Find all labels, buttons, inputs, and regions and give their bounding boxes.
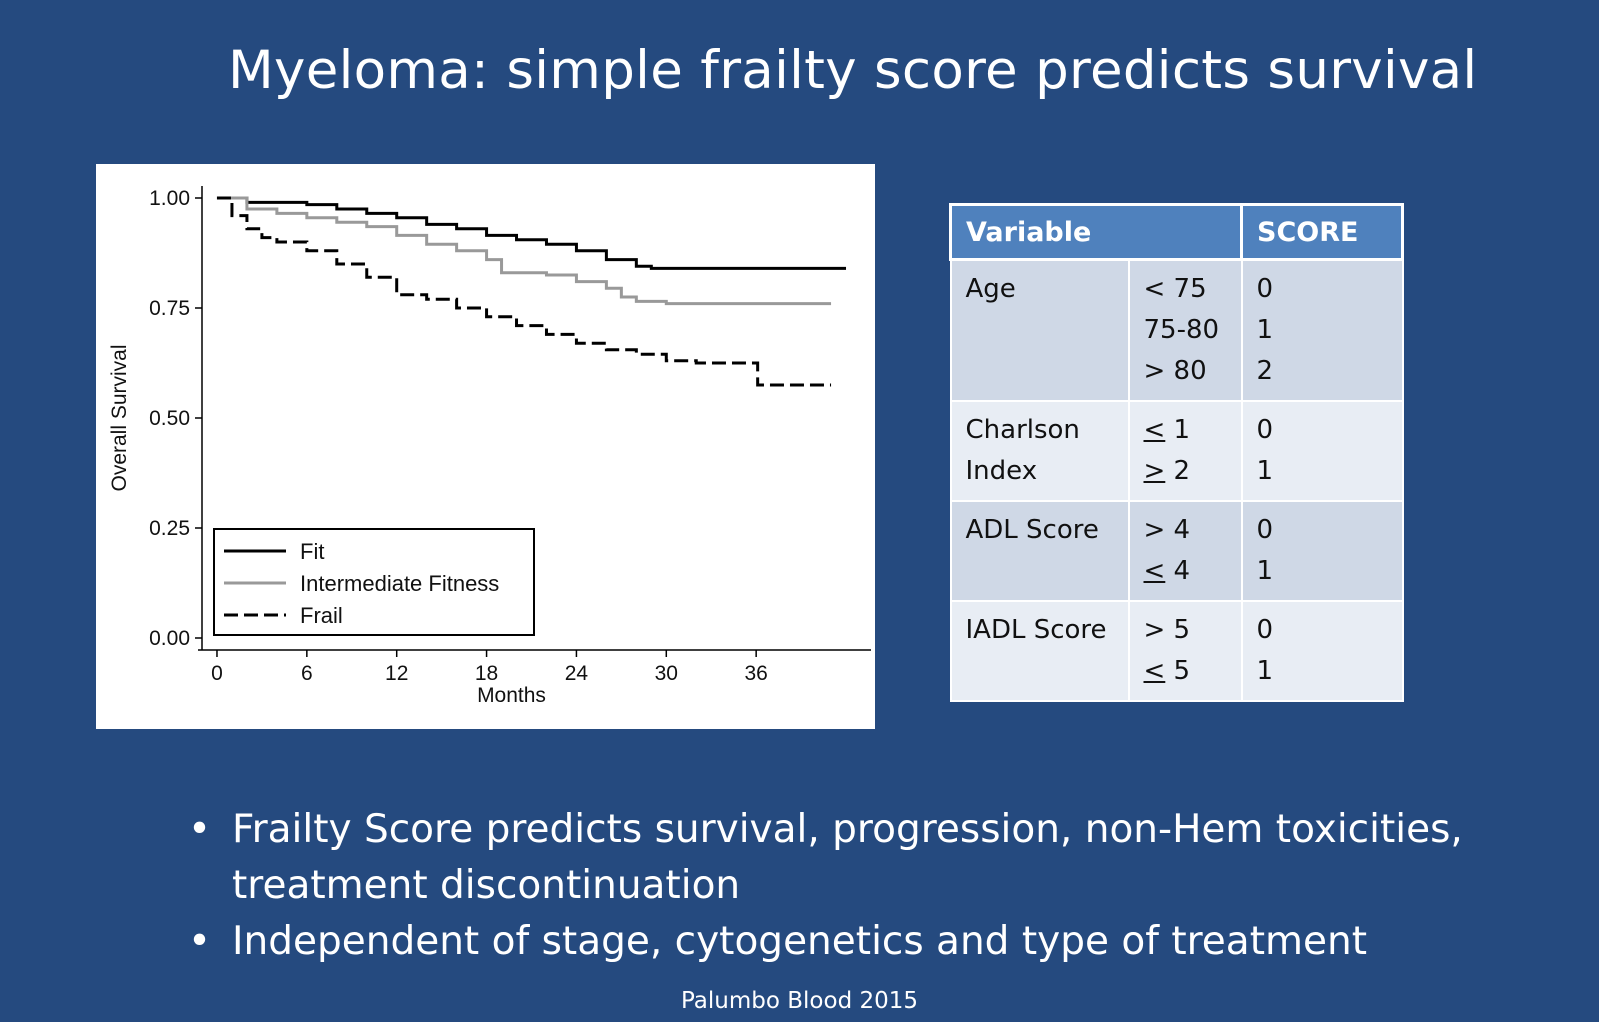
y-tick-label: 0.25 [149,517,190,540]
source-citation: Palumbo Blood 2015 [680,988,919,1014]
y-tick-label: 0.50 [149,407,190,430]
criterion: < 75 [1143,274,1207,304]
variable-name: ADL Score [965,515,1099,545]
score-cell: 0 1 [1240,400,1404,502]
x-tick-label: 30 [655,662,678,685]
bullet-list: • Frailty Score predicts survival, progr… [188,802,1463,970]
y-axis-title: Overall Survival [108,344,131,491]
survival-chart: 0.00 0.25 0.50 0.75 1.00 0 6 12 18 24 30 36 Months Ov… [108,186,871,707]
criterion: < 5 [1143,656,1191,686]
le-symbol: < [1143,415,1166,445]
table-header-score: SCORE [1240,203,1404,261]
bullet-item: • Independent of stage, cytogenetics and… [188,914,1463,970]
bullet-dot-icon: • [188,919,212,964]
series-line-fit [216,196,847,270]
score-cell: 0 1 [1240,500,1404,602]
y-tick-label: 1.00 [149,187,190,210]
legend-label: Frail [300,603,343,628]
table-row: IADL Score > 5 < 5 0 1 [949,600,1404,702]
y-tick-label: 0.75 [149,297,190,320]
score-value: 1 [1256,456,1274,486]
slide-title: Myeloma: simple frailty score predicts s… [228,40,1478,101]
variable-name: Charlson [965,415,1080,445]
variable-name-line2: Index [965,456,1038,486]
score-value: 1 [1256,315,1274,345]
variable-cell: Age [949,258,1130,402]
y-tick-label: 0.00 [149,627,190,650]
score-value: 0 [1256,415,1274,445]
criteria-cell: < 1 > 2 [1127,400,1243,502]
le-symbol: < [1143,556,1166,586]
score-cell: 0 1 2 [1240,258,1404,402]
series-line-frail [216,196,832,387]
score-value: 0 [1256,615,1274,645]
x-tick-label: 12 [385,662,408,685]
x-tick-label: 6 [301,662,313,685]
bullet-dot-icon: • [188,807,212,852]
criterion: < 4 [1143,556,1191,586]
criteria-cell: > 5 < 5 [1127,600,1243,702]
x-tick-label: 0 [211,662,223,685]
x-axis-title: Months [477,684,546,707]
criteria-cell: > 4 < 4 [1127,500,1243,602]
variable-name: Age [965,274,1016,304]
score-cell: 0 1 [1240,600,1404,702]
criteria-cell: < 75 75-80 > 80 [1127,258,1243,402]
table-row: Age < 75 75-80 > 80 0 1 2 [949,258,1404,402]
score-value: 2 [1256,356,1274,386]
bullet-text: treatment discontinuation [232,863,741,908]
x-tick-label: 24 [565,662,589,685]
bullet-text: Independent of stage, cytogenetics and t… [232,919,1367,964]
table-row: Charlson Index < 1 > 2 0 1 [949,400,1404,502]
x-tick-label: 18 [475,662,498,685]
table-row: ADL Score > 4 < 4 0 1 [949,500,1404,602]
criterion: > 2 [1143,456,1191,486]
criterion: > 80 [1143,356,1207,386]
bullet-text: Frailty Score predicts survival, progres… [232,807,1463,852]
bullet-item: • Frailty Score predicts survival, progr… [188,802,1463,914]
le-symbol: < [1143,656,1166,686]
frailty-score-table: Variable SCORE Age < 75 75-80 > 80 0 1 2… [949,203,1404,702]
x-tick-label: 36 [744,662,767,685]
criterion: > 4 [1143,515,1191,545]
legend-label: Intermediate Fitness [300,571,499,596]
criterion: 75-80 [1143,315,1220,345]
variable-name: IADL Score [965,615,1107,645]
score-value: 0 [1256,274,1274,304]
legend-label: Fit [300,539,324,564]
score-value: 1 [1256,556,1274,586]
criterion: > 5 [1143,615,1191,645]
survival-chart-panel: 0.00 0.25 0.50 0.75 1.00 0 6 12 18 24 30 36 Months Ov… [96,164,875,729]
variable-cell: ADL Score [949,500,1130,602]
variable-cell: IADL Score [949,600,1130,702]
score-value: 1 [1256,656,1274,686]
variable-cell: Charlson Index [949,400,1130,502]
criterion: < 1 [1143,415,1191,445]
ge-symbol: > [1143,456,1166,486]
table-header-variable: Variable [949,203,1243,261]
score-value: 0 [1256,515,1274,545]
series-line-intermediate-fitness [216,196,832,306]
